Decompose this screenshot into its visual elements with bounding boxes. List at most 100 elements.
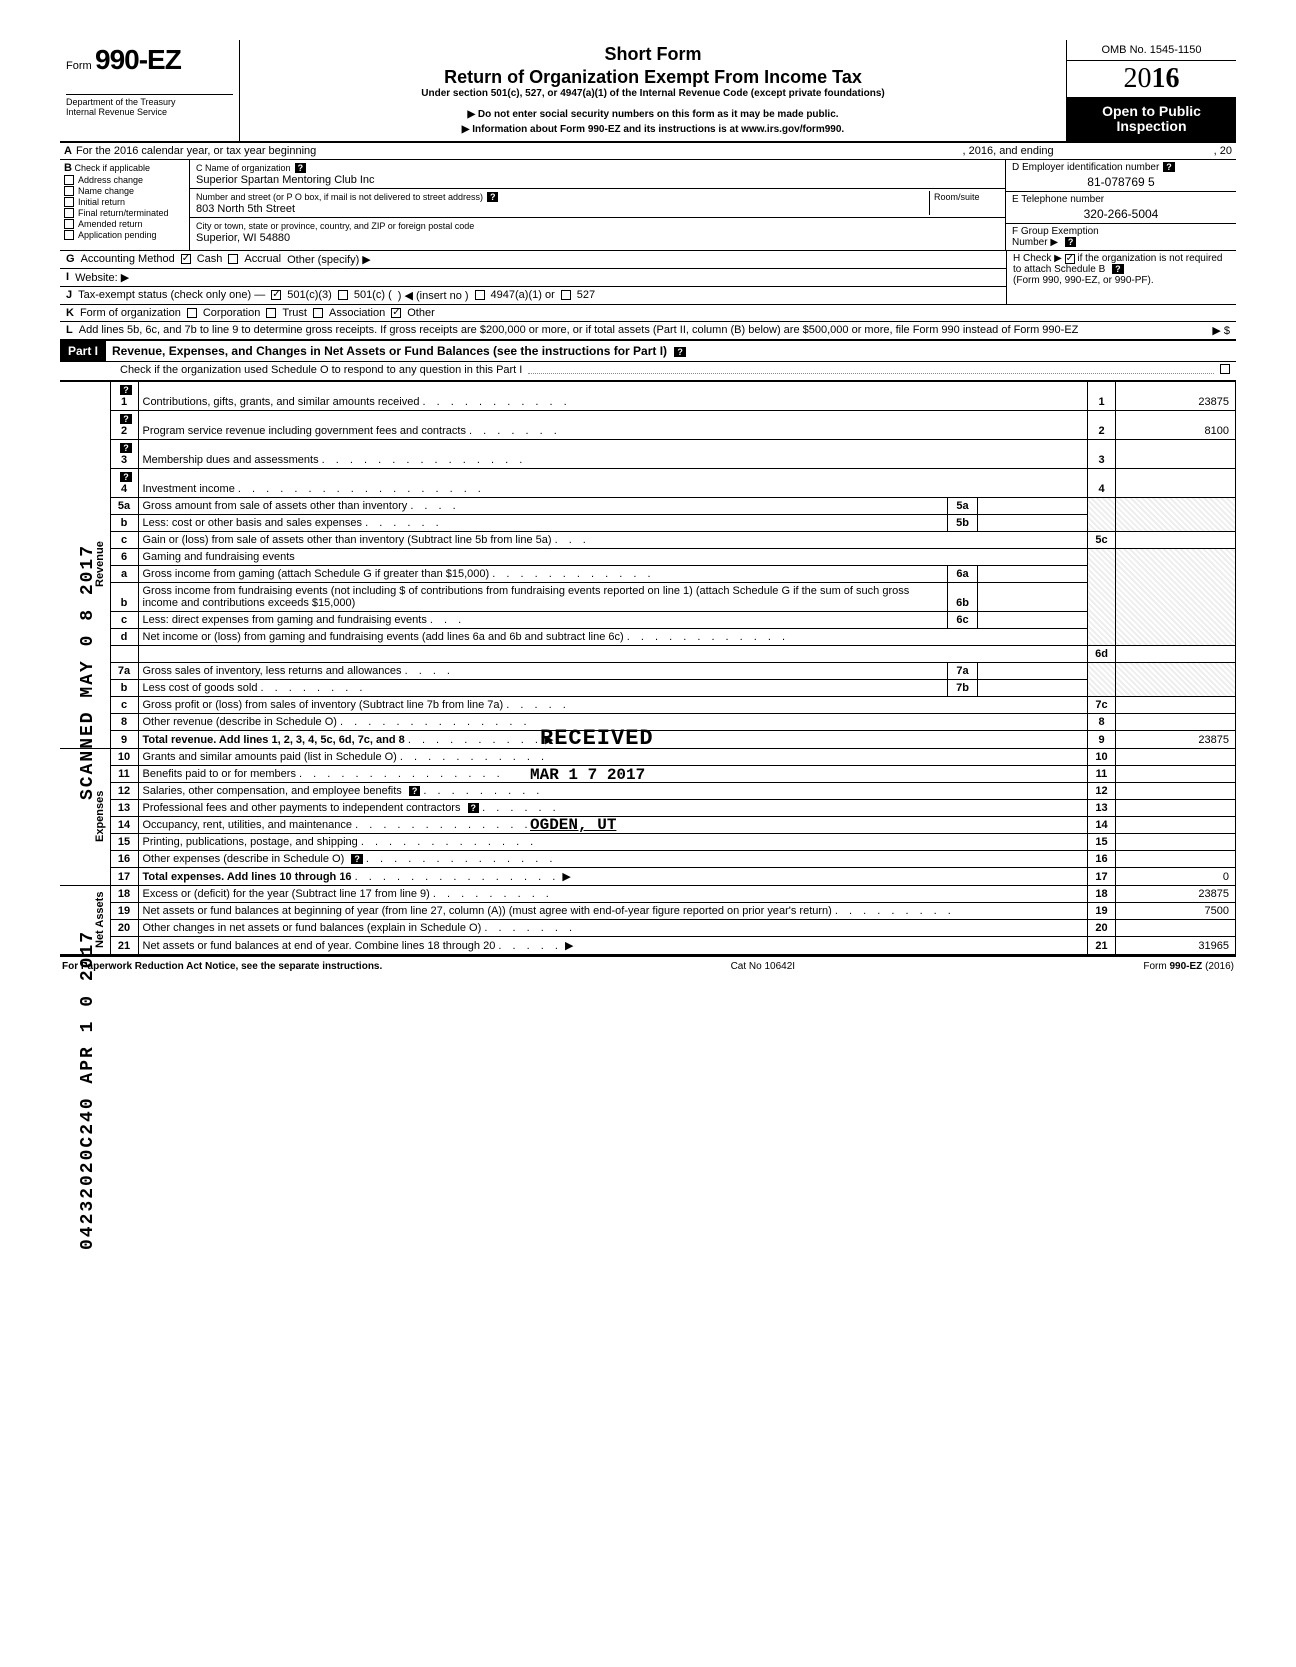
- chk-name-change[interactable]: Name change: [64, 186, 185, 196]
- chk-initial-return[interactable]: Initial return: [64, 197, 185, 207]
- row-6b-desc: Gross income from fundraising events (no…: [138, 582, 948, 611]
- line-l-arrow: ▶ $: [1212, 324, 1230, 337]
- row-7-shade: [1088, 662, 1116, 696]
- footer-left: For Paperwork Reduction Act Notice, see …: [62, 961, 382, 972]
- chk-amended-return[interactable]: Amended return: [64, 219, 185, 229]
- row-5b-in: 5b: [948, 514, 978, 531]
- row-6b-inval: [978, 582, 1088, 611]
- row-16-val: [1116, 850, 1236, 867]
- row-13-rnum: 13: [1088, 799, 1116, 816]
- row-6d-desc-pre: Net income or (loss) from gaming and fun…: [138, 628, 1088, 645]
- row-9-num: 9: [110, 730, 138, 748]
- label-k: K: [66, 307, 74, 319]
- row-14-val: [1116, 816, 1236, 833]
- row-7b-desc: Less cost of goods sold . . . . . . . .: [138, 679, 948, 696]
- instr-info: ▶ Information about Form 990-EZ and its …: [248, 124, 1058, 135]
- instr-ssn: ▶ Do not enter social security numbers o…: [248, 109, 1058, 120]
- line-j-text: Tax-exempt status (check only one) —: [78, 289, 265, 301]
- part1-sub: Check if the organization used Schedule …: [60, 362, 1236, 381]
- row-5a-inval: [978, 497, 1088, 514]
- phone-value: 320-266-5004: [1012, 205, 1230, 221]
- row-9-val: 23875: [1116, 730, 1236, 748]
- footer-mid: Cat No 10642I: [731, 961, 796, 972]
- label-c: C Name of organization: [196, 163, 291, 173]
- chk-trust-label: Trust: [282, 307, 307, 319]
- lines-table-wrap: RECEIVED MAR 1 7 2017 OGDEN, UT Revenue …: [60, 381, 1236, 955]
- row-7b-num: b: [110, 679, 138, 696]
- org-city: Superior, WI 54880: [196, 232, 290, 244]
- line-i-text: Website: ▶: [75, 271, 129, 284]
- line-j-insert: ) ◀ (insert no ): [398, 289, 469, 302]
- row-7a-desc: Gross sales of inventory, less returns a…: [138, 662, 948, 679]
- line-g-other: Other (specify) ▶: [287, 253, 371, 266]
- row-5c-rnum: 5c: [1088, 531, 1116, 548]
- row-17-val: 0: [1116, 867, 1236, 885]
- row-18-val: 23875: [1116, 885, 1236, 902]
- part1-title: Revenue, Expenses, and Changes in Net As…: [106, 341, 1236, 361]
- row-8-val: [1116, 713, 1236, 730]
- row-a-text1: For the 2016 calendar year, or tax year …: [76, 145, 316, 157]
- open-to-public: Open to Public Inspection: [1067, 98, 1236, 141]
- chk-accrual[interactable]: [228, 254, 238, 264]
- chk-other-org[interactable]: [391, 308, 401, 318]
- row-6c-num: c: [110, 611, 138, 628]
- row-5c-num: c: [110, 531, 138, 548]
- chk-corporation-label: Corporation: [203, 307, 260, 319]
- chk-501c3[interactable]: [271, 290, 281, 300]
- stamp-date: MAR 1 7 2017: [530, 766, 645, 784]
- chk-527[interactable]: [561, 290, 571, 300]
- row-16-num: 16: [110, 850, 138, 867]
- row-8-num: 8: [110, 713, 138, 730]
- row-12-rnum: 12: [1088, 782, 1116, 799]
- footer-right: Form 990-EZ (2016): [1143, 961, 1234, 972]
- help-icon: ?: [1112, 264, 1124, 274]
- chk-cash[interactable]: [181, 254, 191, 264]
- chk-final-return[interactable]: Final return/terminated: [64, 208, 185, 218]
- row-4-val: [1116, 468, 1236, 497]
- row-15-val: [1116, 833, 1236, 850]
- chk-trust[interactable]: [266, 308, 276, 318]
- cell-city: City or town, state or province, country…: [190, 218, 1005, 246]
- chk-application-pending[interactable]: Application pending: [64, 230, 185, 240]
- row-6a-in: 6a: [948, 565, 978, 582]
- form-990ez: SCANNED MAY 0 8 2017 04232020C240 APR 1 …: [60, 40, 1236, 976]
- row-6d-num: d: [110, 628, 138, 645]
- row-6c-inval: [978, 611, 1088, 628]
- chk-501c[interactable]: [338, 290, 348, 300]
- row-20-desc: Other changes in net assets or fund bala…: [138, 919, 1088, 936]
- label-i: I: [66, 271, 69, 283]
- year-bold: 16: [1152, 63, 1180, 94]
- row-3-desc: Membership dues and assessments . . . . …: [138, 439, 1088, 468]
- label-f2: Number ▶: [1012, 237, 1058, 248]
- city-label: City or town, state or province, country…: [196, 221, 474, 231]
- chk-4947[interactable]: [475, 290, 485, 300]
- chk-schedule-b[interactable]: [1065, 254, 1075, 264]
- chk-schedule-o[interactable]: [1220, 364, 1230, 374]
- row-15-num: 15: [110, 833, 138, 850]
- line-l-text: Add lines 5b, 6c, and 7b to line 9 to de…: [79, 324, 1207, 336]
- chk-corporation[interactable]: [187, 308, 197, 318]
- row-6a-desc: Gross income from gaming (attach Schedul…: [138, 565, 948, 582]
- open-line2: Inspection: [1116, 118, 1186, 134]
- chk-association[interactable]: [313, 308, 323, 318]
- row-10-desc: Grants and similar amounts paid (list in…: [138, 748, 1088, 765]
- tax-year: 2016: [1067, 61, 1236, 98]
- row-21-val: 31965: [1116, 936, 1236, 954]
- chk-amended-return-label: Amended return: [78, 219, 143, 229]
- dept-treasury: Department of the Treasury: [66, 94, 233, 107]
- row-3-rnum: 3: [1088, 439, 1116, 468]
- row-19-rnum: 19: [1088, 902, 1116, 919]
- row-6-desc: Gaming and fundraising events: [138, 548, 1088, 565]
- cell-address: Number and street (or P O box, if mail i…: [190, 189, 1005, 218]
- row-5c-desc: Gain or (loss) from sale of assets other…: [138, 531, 1088, 548]
- label-b: B: [64, 162, 72, 174]
- col-b-sub: Check if applicable: [74, 163, 150, 173]
- row-2-num: ? 2: [110, 410, 138, 439]
- line-l: L Add lines 5b, 6c, and 7b to line 9 to …: [60, 322, 1236, 339]
- line-j: J Tax-exempt status (check only one) — 5…: [60, 287, 1006, 305]
- chk-address-change[interactable]: Address change: [64, 175, 185, 185]
- side-expenses: Expenses: [60, 748, 110, 885]
- row-4-rnum: 4: [1088, 468, 1116, 497]
- lines-table: Revenue ? 1 Contributions, gifts, grants…: [60, 381, 1236, 955]
- cell-group-exemption: F Group Exemption Number ▶ ?: [1006, 224, 1236, 250]
